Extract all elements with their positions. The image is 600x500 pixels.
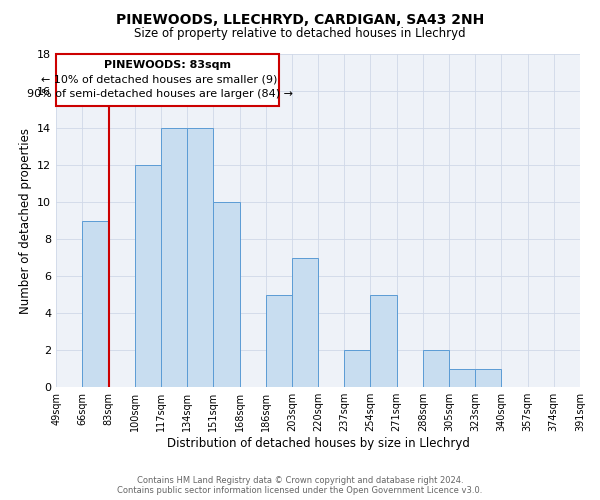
Text: ← 10% of detached houses are smaller (9): ← 10% of detached houses are smaller (9) [41,74,278,85]
Y-axis label: Number of detached properties: Number of detached properties [19,128,32,314]
Bar [135,165,161,387]
Bar [449,368,475,387]
Text: Contains HM Land Registry data © Crown copyright and database right 2024.
Contai: Contains HM Land Registry data © Crown c… [118,476,482,495]
Text: 90% of semi-detached houses are larger (84) →: 90% of semi-detached houses are larger (… [26,89,293,99]
Bar [161,128,187,387]
Bar [187,128,214,387]
Bar [292,258,318,387]
Bar [423,350,449,387]
Text: PINEWOODS, LLECHRYD, CARDIGAN, SA43 2NH: PINEWOODS, LLECHRYD, CARDIGAN, SA43 2NH [116,12,484,26]
Text: Size of property relative to detached houses in Llechryd: Size of property relative to detached ho… [134,28,466,40]
Bar [266,294,292,387]
Bar [344,350,370,387]
X-axis label: Distribution of detached houses by size in Llechryd: Distribution of detached houses by size … [167,437,470,450]
Bar [82,220,109,387]
Bar [370,294,397,387]
Bar [214,202,239,387]
FancyBboxPatch shape [56,54,279,106]
Bar [475,368,502,387]
Text: PINEWOODS: 83sqm: PINEWOODS: 83sqm [104,60,231,70]
